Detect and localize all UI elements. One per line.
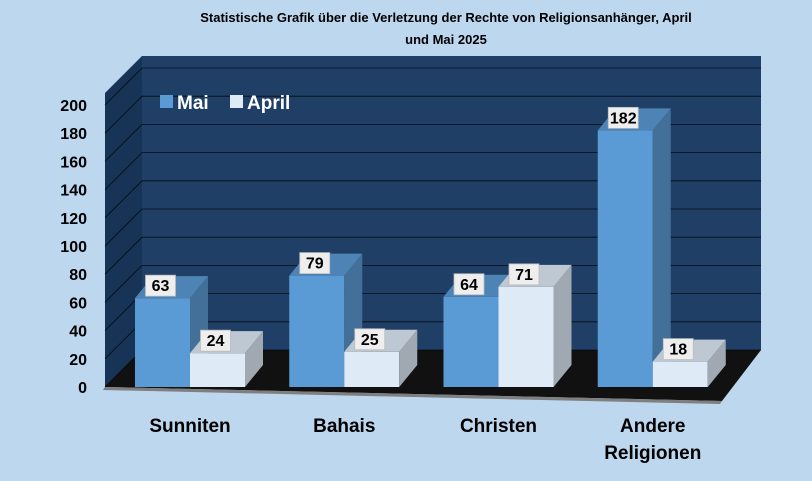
- side-wall: [105, 56, 142, 387]
- data-label-box: [508, 263, 540, 286]
- y-tick-label: 160: [60, 154, 87, 171]
- data-label: 63: [152, 278, 170, 295]
- bar-front: [498, 286, 554, 387]
- bar-front: [190, 353, 245, 387]
- floor-edge: [103, 387, 722, 404]
- data-label: 182: [610, 110, 637, 127]
- gridline-side: [104, 152, 143, 190]
- bar-front: [289, 275, 345, 387]
- y-tick-label: 80: [69, 267, 87, 284]
- gridline-side: [104, 95, 143, 134]
- x-tick-label: Sunniten: [149, 416, 230, 437]
- floor-back: [105, 350, 761, 401]
- bar-front: [597, 130, 653, 387]
- chart-floor: [103, 350, 761, 404]
- y-tick-label: 40: [69, 324, 87, 341]
- bar-front: [443, 296, 499, 387]
- gridline-side: [104, 236, 143, 275]
- legend-swatch-mai: [160, 95, 173, 108]
- title-line: Statistische Grafik über die Verletzung …: [200, 10, 691, 25]
- gridline-side: [104, 67, 143, 106]
- data-label: 24: [207, 333, 225, 350]
- y-tick-label: 20: [69, 352, 87, 369]
- data-label-box: [354, 328, 386, 351]
- data-label: 25: [361, 332, 379, 349]
- x-tick-label: Christen: [460, 416, 537, 437]
- gridline-side: [104, 124, 143, 162]
- data-labels: 63 24 79 25 64 71 182 18: [145, 106, 694, 361]
- data-label: 79: [306, 256, 324, 273]
- data-label: 18: [669, 342, 687, 359]
- bar-side: [707, 339, 726, 387]
- bar-side: [245, 331, 263, 387]
- legend: Mai April: [160, 93, 290, 114]
- y-tick-label: 140: [60, 183, 87, 200]
- bar-side: [553, 264, 572, 387]
- bar-front: [344, 351, 400, 387]
- data-label-box: [607, 106, 639, 129]
- bar-front: [652, 361, 708, 387]
- x-tick-label: Bahais: [313, 416, 375, 437]
- y-tick-label: 120: [60, 211, 87, 228]
- data-label-box: [299, 252, 331, 275]
- y-axis-ticks: 0 20 40 60 80 100 120 140 160 180 200: [60, 98, 87, 397]
- gridline-side: [104, 208, 143, 247]
- bar-side: [652, 108, 671, 387]
- y-tick-label: 60: [69, 295, 87, 312]
- x-tick-label: Andere: [620, 416, 685, 437]
- legend-label-mai: Mai: [177, 93, 209, 114]
- y-tick-label: 180: [60, 126, 87, 143]
- bars: [135, 108, 726, 387]
- legend-label-april: April: [247, 93, 290, 114]
- bar-front: [135, 298, 190, 387]
- data-label-box: [453, 273, 485, 296]
- y-tick-label: 0: [78, 380, 87, 397]
- y-tick-label: 200: [60, 98, 87, 115]
- bar-side: [399, 329, 418, 387]
- data-label: 71: [515, 267, 533, 284]
- gridline-side: [104, 180, 143, 219]
- title-line: und Mai 2025: [405, 32, 487, 47]
- data-label-box: [145, 274, 176, 297]
- y-tick-label: 100: [60, 239, 87, 256]
- legend-swatch-april: [230, 95, 243, 108]
- data-label-box: [200, 329, 231, 352]
- gridline-side: [104, 265, 143, 303]
- bar-mai-andere-religionen: [597, 108, 671, 387]
- x-tick-label: Religionen: [604, 443, 701, 464]
- x-axis-ticks: Sunniten Bahais Christen Andere Religionen: [149, 416, 701, 464]
- chart-title: Statistische Grafik über die Verletzung …: [200, 10, 691, 47]
- data-label: 64: [460, 277, 478, 294]
- data-label-box: [662, 338, 694, 361]
